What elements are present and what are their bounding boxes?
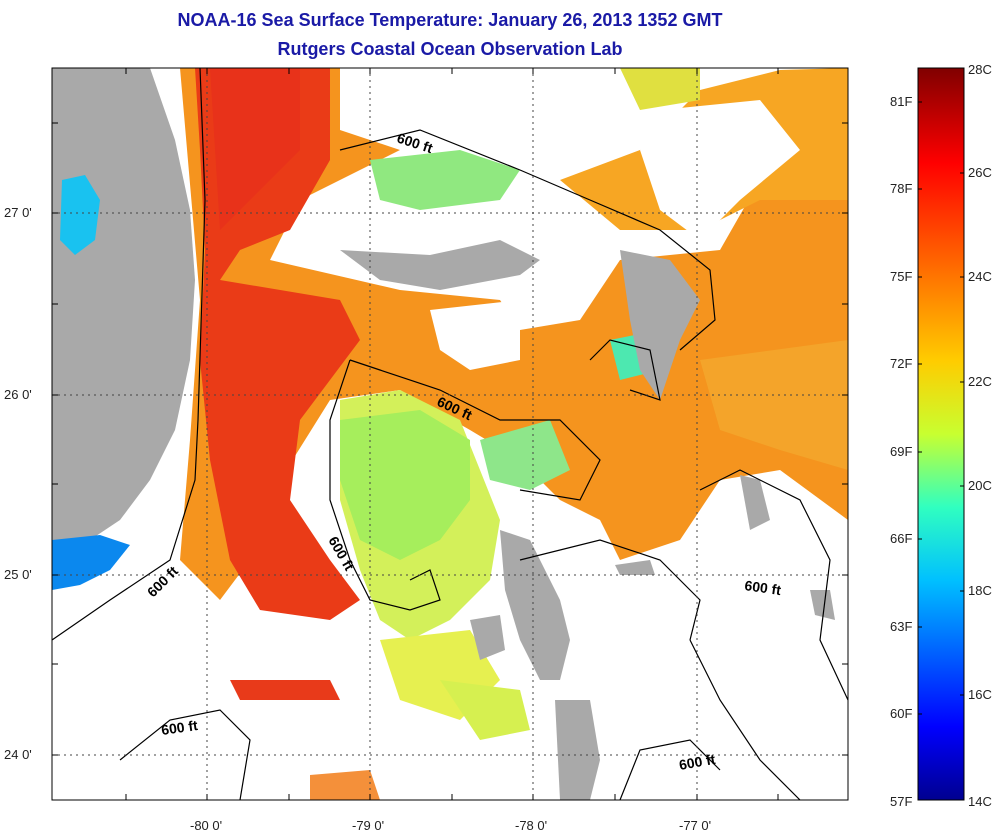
isobath-contours xyxy=(52,68,848,800)
lon-tick-label: -80 0' xyxy=(190,818,223,833)
colorbar-c-label: 20C xyxy=(968,478,992,493)
lat-tick-label: 27 0' xyxy=(4,205,32,220)
tick-marks xyxy=(52,68,848,800)
colorbar-f-label: 69F xyxy=(890,444,913,459)
colorbar-f-label: 66F xyxy=(890,531,913,546)
lat-tick-label: 24 0' xyxy=(4,747,32,762)
contour-label: 600 ft xyxy=(744,577,783,598)
contour-label: 600 ft xyxy=(678,751,717,773)
contour-label: 600 ft xyxy=(160,717,199,738)
colorbar-c-label: 24C xyxy=(968,269,992,284)
map-subtitle: Rutgers Coastal Ocean Observation Lab xyxy=(277,39,623,59)
lon-tick-label: -77 0' xyxy=(679,818,712,833)
colorbar-f-label: 57F xyxy=(890,794,913,809)
colorbar-c-label: 26C xyxy=(968,165,992,180)
map-title: NOAA-16 Sea Surface Temperature: January… xyxy=(177,10,723,30)
lon-tick-label: -79 0' xyxy=(352,818,385,833)
lat-tick-label: 25 0' xyxy=(4,567,32,582)
colorbar-f-label: 75F xyxy=(890,269,913,284)
colorbar-c-label: 14C xyxy=(968,794,992,809)
colorbar-c-label: 16C xyxy=(968,687,992,702)
colorbar-f-label: 60F xyxy=(890,706,913,721)
colorbar-f-label: 78F xyxy=(890,181,913,196)
graticule xyxy=(52,68,848,800)
lat-tick-label: 26 0' xyxy=(4,387,32,402)
colorbar-c-label: 22C xyxy=(968,374,992,389)
colorbar-f-label: 81F xyxy=(890,94,913,109)
map-frame xyxy=(51,67,849,801)
lon-tick-label: -78 0' xyxy=(515,818,548,833)
colorbar-f-label: 63F xyxy=(890,619,913,634)
sst-field xyxy=(52,68,848,800)
colorbar-c-label: 18C xyxy=(968,583,992,598)
colorbar xyxy=(917,67,965,801)
colorbar-f-label: 72F xyxy=(890,356,913,371)
colorbar-c-label: 28C xyxy=(968,62,992,77)
